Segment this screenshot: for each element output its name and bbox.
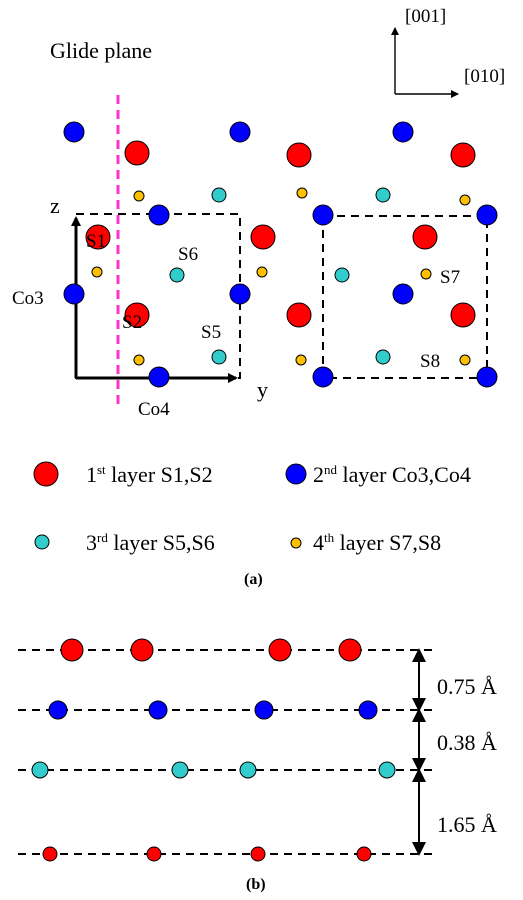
atom-s-layer4 (256, 266, 268, 278)
side-atom-layer4 (250, 846, 266, 862)
legend-layer4: 4th layer S7,S8 (313, 530, 441, 555)
side-atom-layer3 (378, 761, 396, 779)
legend-layer2: 2nd layer Co3,Co4 (313, 462, 471, 487)
glide-plane-label: Glide plane (50, 38, 152, 63)
atom-s-layer4 (459, 194, 471, 206)
caption-a: (a) (244, 571, 263, 588)
side-atom-layer1 (268, 638, 292, 662)
spacing-label-3: 1.65 Å (437, 812, 497, 837)
atom-s-layer1 (250, 224, 276, 250)
label-s2: S2 (122, 312, 142, 333)
atom-s1 (85, 224, 111, 250)
atom-s-layer4 (91, 266, 103, 278)
side-atom-layer2 (48, 700, 68, 720)
atom-co (312, 204, 334, 226)
atom-co (229, 121, 251, 143)
label-s8: S8 (420, 351, 440, 372)
y-axis-label: y (257, 377, 268, 402)
atom-s-layer4 (133, 190, 145, 202)
label-co3: Co3 (12, 288, 44, 309)
atom-s-layer1 (286, 142, 312, 168)
atom-s-layer3 (375, 349, 391, 365)
atom-co (392, 283, 414, 305)
atom-co (392, 121, 414, 143)
layer-lines (18, 649, 434, 855)
atom-s-layer3 (334, 267, 350, 283)
legend-swatch-layer2 (285, 463, 307, 485)
spacing-label-2: 0.38 Å (437, 730, 497, 755)
side-atom-layer1 (338, 638, 362, 662)
atom-s8 (459, 354, 471, 366)
side-atom-layer3 (239, 761, 257, 779)
legend-swatch-layer4 (290, 537, 302, 549)
legend-layer1: 1st layer S1,S2 (86, 462, 213, 487)
spacing-label-1: 0.75 Å (437, 674, 497, 699)
atom-co (148, 204, 170, 226)
atom-co (476, 204, 498, 226)
atom-s-layer1 (286, 302, 312, 328)
label-s1: S1 (86, 231, 106, 252)
side-atom-layer2 (148, 700, 168, 720)
side-atom-layer2 (254, 700, 274, 720)
atom-s-layer1 (450, 142, 476, 168)
side-atom-layer3 (171, 761, 189, 779)
caption-b: (b) (246, 876, 266, 893)
side-atom-layer3 (31, 761, 49, 779)
atom-co (312, 366, 334, 388)
atom-s-layer1 (412, 224, 438, 250)
side-atom-layer4 (356, 846, 372, 862)
direction-up-label: [001] (405, 6, 446, 27)
direction-indicator: [001] [010] (391, 6, 505, 98)
legend: 1st layer S1,S2 2nd layer Co3,Co4 3rd la… (33, 461, 471, 555)
label-s6: S6 (178, 244, 198, 265)
side-atom-layer1 (60, 638, 84, 662)
legend-swatch-layer1 (33, 461, 59, 487)
legend-layer3: 3rd layer S5,S6 (86, 530, 215, 555)
atom-co (229, 283, 251, 305)
legend-swatch-layer3 (34, 534, 50, 550)
atom-s-layer3 (211, 187, 227, 203)
side-atom-layer2 (358, 700, 378, 720)
atom-s7 (420, 268, 432, 280)
atom-s5 (211, 349, 227, 365)
atom-s-layer4 (295, 354, 307, 366)
atom-s-layer1 (124, 140, 150, 166)
atom-s2 (124, 302, 150, 328)
atom-s6 (169, 267, 185, 283)
atom-s-layer1 (450, 302, 476, 328)
z-axis-label: z (50, 193, 60, 218)
atom-co (63, 121, 85, 143)
atom-s-layer3 (375, 187, 391, 203)
atom-co3 (63, 283, 85, 305)
atom-s-layer4 (296, 187, 308, 199)
label-s7: S7 (440, 267, 460, 288)
label-s5: S5 (201, 322, 221, 343)
side-atom-layer1 (130, 638, 154, 662)
atom-co4 (148, 366, 170, 388)
side-atom-layer4 (42, 846, 58, 862)
atom-co (476, 366, 498, 388)
unit-cell-right (322, 215, 488, 379)
atom-s-layer4 (133, 354, 145, 366)
direction-right-label: [010] (464, 66, 505, 87)
side-atom-layer4 (146, 846, 162, 862)
label-co4: Co4 (138, 399, 170, 420)
